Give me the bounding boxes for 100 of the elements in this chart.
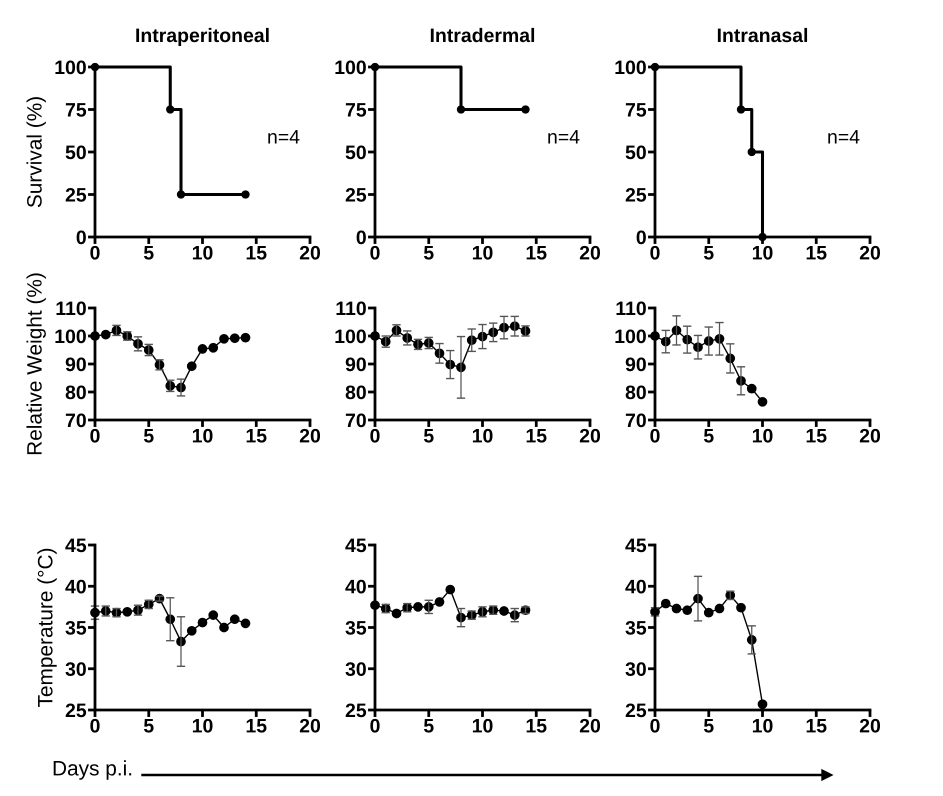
point xyxy=(499,606,509,616)
y-axis-title: Temperature (°C) xyxy=(37,548,57,708)
x-tick-label: 0 xyxy=(370,718,380,733)
y-tick-label: 35 xyxy=(345,620,366,635)
x-tick-label: 10 xyxy=(472,718,493,733)
x-tick-label: 20 xyxy=(580,428,600,443)
point xyxy=(241,190,250,199)
y-tick-label: 45 xyxy=(625,538,646,552)
y-axis-title: Relative Weight (%) xyxy=(26,273,46,454)
y-tick-label: 30 xyxy=(625,662,646,676)
text: Days p.i. xyxy=(54,760,132,780)
x-tick-label: 10 xyxy=(752,428,773,443)
x-tick-label: 10 xyxy=(192,718,213,733)
annotation: n=4 xyxy=(268,130,300,144)
x-tick-label: 20 xyxy=(860,246,880,260)
y-tick-label: 90 xyxy=(66,357,86,372)
point xyxy=(392,608,402,618)
x-tick-label: 10 xyxy=(192,246,213,260)
point xyxy=(758,396,768,407)
chart-title: Intranasal xyxy=(718,28,808,42)
point xyxy=(230,614,240,624)
y-tick-label: 100 xyxy=(55,329,86,344)
point xyxy=(445,584,456,594)
y-tick-label: 25 xyxy=(66,703,86,718)
point xyxy=(166,105,174,114)
x-tick-label: 0 xyxy=(650,428,660,443)
y-tick-label: 100 xyxy=(335,329,366,344)
y-tick-label: 90 xyxy=(346,357,366,372)
y-tick-label: 75 xyxy=(346,103,366,117)
x-tick-label: 20 xyxy=(860,718,880,733)
point xyxy=(100,330,111,340)
y-tick-label: 45 xyxy=(345,538,366,552)
x-tick-label: 20 xyxy=(300,428,320,443)
point xyxy=(230,333,240,344)
point xyxy=(219,622,229,632)
y-tick-label: 45 xyxy=(65,538,86,552)
y-tick-label: 70 xyxy=(346,413,366,428)
y-axis-title: Survival (%) xyxy=(26,97,46,208)
point xyxy=(186,626,197,636)
x-tick-label: 0 xyxy=(370,428,380,443)
x-tick-label: 0 xyxy=(370,246,380,260)
point xyxy=(240,618,250,628)
x-tick-label: 15 xyxy=(246,246,267,260)
point xyxy=(736,602,746,613)
x-tick-label: 15 xyxy=(246,719,267,733)
x-tick-label: 15 xyxy=(246,429,267,443)
annotation: n=4 xyxy=(828,130,860,144)
x-tick-label: 20 xyxy=(580,246,600,260)
y-tick-label: 50 xyxy=(346,145,366,160)
x-tick-label: 15 xyxy=(526,246,547,260)
y-tick-label: 35 xyxy=(625,620,646,635)
x-tick-label: 5 xyxy=(704,246,714,260)
x-tick-label: 5 xyxy=(144,429,154,443)
x-tick-label: 0 xyxy=(90,246,100,260)
y-tick-label: 100 xyxy=(615,60,646,74)
point xyxy=(672,604,682,614)
y-tick-label: 80 xyxy=(346,385,366,400)
x-tick-label: 5 xyxy=(424,246,434,260)
point xyxy=(746,384,757,394)
y-tick-label: 30 xyxy=(345,662,366,676)
point xyxy=(219,334,229,344)
point xyxy=(122,606,132,617)
point xyxy=(682,605,692,616)
point xyxy=(758,699,768,710)
y-tick-label: 110 xyxy=(616,301,646,316)
y-tick-label: 75 xyxy=(626,103,646,117)
y-tick-label: 0 xyxy=(76,230,86,244)
x-tick-label: 10 xyxy=(752,718,773,733)
point xyxy=(413,602,423,612)
y-tick-label: 25 xyxy=(346,188,366,202)
x-tick-label: 15 xyxy=(806,246,827,260)
y-tick-label: 40 xyxy=(345,580,366,594)
y-tick-label: 100 xyxy=(615,329,646,344)
y-tick-label: 30 xyxy=(65,662,86,676)
y-tick-label: 40 xyxy=(625,580,646,594)
point xyxy=(198,344,208,354)
x-tick-label: 5 xyxy=(144,719,154,733)
x-tick-label: 10 xyxy=(752,246,773,260)
point xyxy=(176,190,186,199)
x-tick-label: 0 xyxy=(650,246,660,260)
x-tick-label: 15 xyxy=(526,429,547,443)
y-tick-label: 110 xyxy=(56,301,86,316)
y-tick-label: 75 xyxy=(66,103,86,117)
x-tick-label: 20 xyxy=(860,428,880,443)
point xyxy=(704,608,714,618)
y-tick-label: 70 xyxy=(626,413,646,428)
x-tick-label: 5 xyxy=(704,429,714,443)
annotation: n=4 xyxy=(548,130,580,144)
point xyxy=(208,342,218,353)
x-tick-label: 20 xyxy=(300,246,320,260)
y-tick-label: 40 xyxy=(65,580,86,594)
x-tick-label: 5 xyxy=(424,719,434,733)
y-tick-label: 35 xyxy=(65,620,86,635)
y-tick-label: 80 xyxy=(626,385,646,400)
chart-title: Intradermal xyxy=(430,28,534,42)
point xyxy=(186,361,197,372)
point xyxy=(208,610,218,620)
x-tick-label: 20 xyxy=(300,718,320,733)
point xyxy=(434,597,444,607)
y-tick-label: 25 xyxy=(626,188,646,202)
